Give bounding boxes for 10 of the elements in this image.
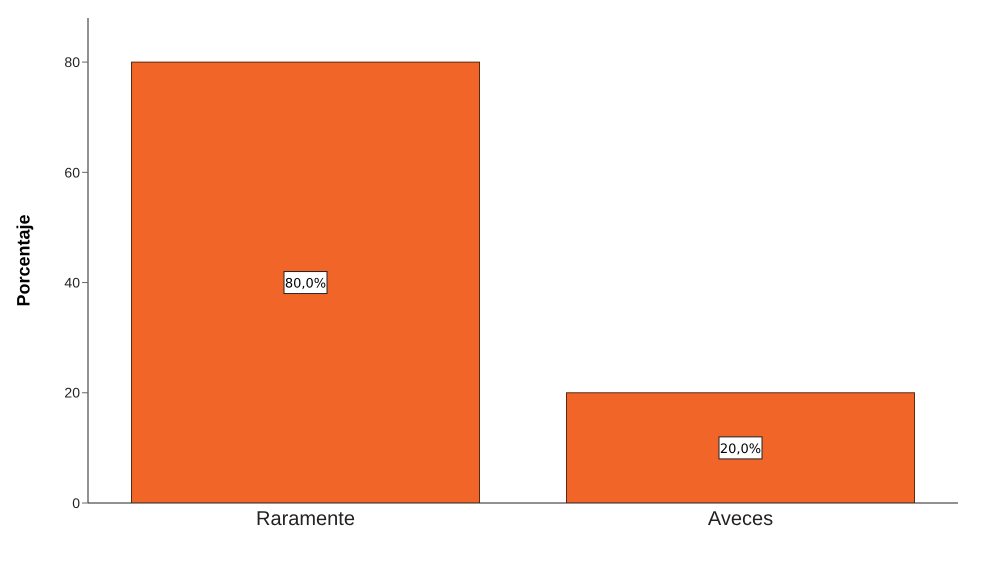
y-axis-title: Porcentaje	[13, 214, 34, 307]
y-tick-label: 40	[64, 274, 80, 291]
x-tick-label: Raramente	[256, 508, 355, 530]
y-tick-label: 20	[64, 384, 80, 401]
y-tick-label: 60	[64, 164, 80, 180]
data-label: 80,0%	[284, 276, 326, 292]
data-label: 20,0%	[720, 442, 762, 457]
y-tick-label: 0	[72, 494, 80, 511]
x-tick-label: Aveces	[708, 508, 774, 530]
y-tick-label: 80	[64, 54, 80, 70]
